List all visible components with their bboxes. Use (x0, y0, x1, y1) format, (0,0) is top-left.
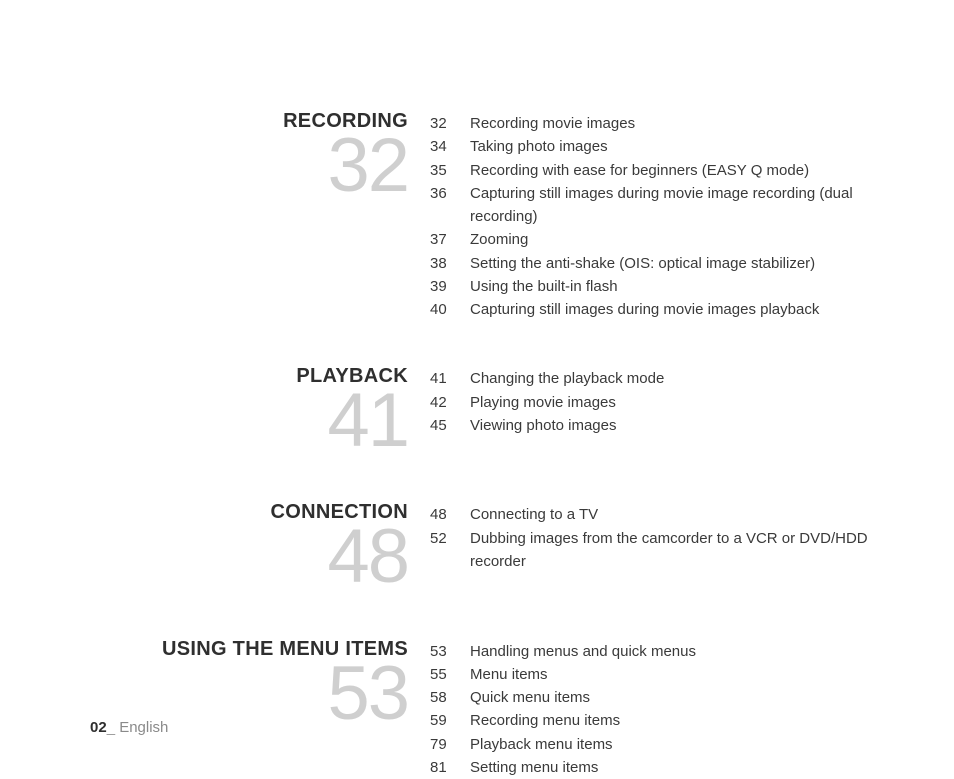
toc-section: PLAYBACK4141Changing the playback mode42… (90, 365, 894, 457)
toc-entry: 79Playback menu items (430, 733, 894, 756)
entry-text: Recording menu items (470, 709, 894, 732)
entry-text: Viewing photo images (470, 414, 894, 437)
toc-entry: 37Zooming (430, 228, 894, 251)
section-left: RECORDING32 (90, 110, 430, 202)
entry-text: Changing the playback mode (470, 367, 894, 390)
toc-entry: 58Quick menu items (430, 686, 894, 709)
entry-text: Setting menu items (470, 756, 894, 779)
toc-entry: 38Setting the anti-shake (OIS: optical i… (430, 252, 894, 275)
entry-page-number: 38 (430, 252, 470, 275)
section-left: USING THE MENU ITEMS53 (90, 638, 430, 730)
section-left: PLAYBACK41 (90, 365, 430, 457)
toc-entry: 55Menu items (430, 663, 894, 686)
section-number: 32 (90, 130, 408, 202)
entry-text: Menu items (470, 663, 894, 686)
section-spacer (90, 457, 894, 501)
toc-entry: 53Handling menus and quick menus (430, 640, 894, 663)
entry-page-number: 37 (430, 228, 470, 251)
toc-entry: 52Dubbing images from the camcorder to a… (430, 527, 894, 574)
entry-page-number: 34 (430, 135, 470, 158)
toc-entry: 41Changing the playback mode (430, 367, 894, 390)
entry-text: Recording movie images (470, 112, 894, 135)
toc-section: CONNECTION4848Connecting to a TV52Dubbin… (90, 501, 894, 593)
toc-entry: 36Capturing still images during movie im… (430, 182, 894, 229)
section-entries: 32Recording movie images34Taking photo i… (430, 110, 894, 321)
entry-page-number: 81 (430, 756, 470, 779)
section-number: 48 (90, 521, 408, 593)
entry-page-number: 35 (430, 159, 470, 182)
entry-text: Taking photo images (470, 135, 894, 158)
entry-text: Dubbing images from the camcorder to a V… (470, 527, 894, 574)
toc-entry: 42Playing movie images (430, 391, 894, 414)
page-footer: 02_ English (90, 719, 168, 736)
toc-page: RECORDING3232Recording movie images34Tak… (0, 0, 954, 766)
entry-page-number: 53 (430, 640, 470, 663)
entry-text: Handling menus and quick menus (470, 640, 894, 663)
entry-text: Recording with ease for beginners (EASY … (470, 159, 894, 182)
entry-page-number: 42 (430, 391, 470, 414)
entry-page-number: 55 (430, 663, 470, 686)
toc-section: RECORDING3232Recording movie images34Tak… (90, 110, 894, 321)
entry-page-number: 48 (430, 503, 470, 526)
entry-text: Connecting to a TV (470, 503, 894, 526)
toc-entry: 39Using the built-in flash (430, 275, 894, 298)
toc-entry: 81Setting menu items (430, 756, 894, 779)
toc-sections: RECORDING3232Recording movie images34Tak… (90, 110, 894, 779)
section-number: 41 (90, 385, 408, 457)
footer-separator: _ (107, 719, 115, 736)
entry-page-number: 39 (430, 275, 470, 298)
entry-text: Playback menu items (470, 733, 894, 756)
toc-entry: 35Recording with ease for beginners (EAS… (430, 159, 894, 182)
toc-entry: 59Recording menu items (430, 709, 894, 732)
entry-page-number: 59 (430, 709, 470, 732)
entry-text: Playing movie images (470, 391, 894, 414)
entry-text: Setting the anti-shake (OIS: optical ima… (470, 252, 894, 275)
entry-text: Quick menu items (470, 686, 894, 709)
entry-page-number: 41 (430, 367, 470, 390)
entry-page-number: 40 (430, 298, 470, 321)
entry-page-number: 32 (430, 112, 470, 135)
entry-text: Using the built-in flash (470, 275, 894, 298)
footer-language: English (115, 719, 168, 736)
toc-entry: 45Viewing photo images (430, 414, 894, 437)
section-entries: 48Connecting to a TV52Dubbing images fro… (430, 501, 894, 573)
section-spacer (90, 321, 894, 365)
section-left: CONNECTION48 (90, 501, 430, 593)
section-spacer (90, 594, 894, 638)
entry-page-number: 58 (430, 686, 470, 709)
section-entries: 53Handling menus and quick menus55Menu i… (430, 638, 894, 779)
entry-text: Zooming (470, 228, 894, 251)
toc-entry: 34Taking photo images (430, 135, 894, 158)
entry-page-number: 79 (430, 733, 470, 756)
toc-entry: 48Connecting to a TV (430, 503, 894, 526)
footer-page-number: 02 (90, 719, 107, 736)
entry-text: Capturing still images during movie imag… (470, 298, 894, 321)
toc-section: USING THE MENU ITEMS5353Handling menus a… (90, 638, 894, 779)
entry-text: Capturing still images during movie imag… (470, 182, 894, 229)
entry-page-number: 52 (430, 527, 470, 550)
toc-entry: 32Recording movie images (430, 112, 894, 135)
section-entries: 41Changing the playback mode42Playing mo… (430, 365, 894, 437)
entry-page-number: 36 (430, 182, 470, 205)
entry-page-number: 45 (430, 414, 470, 437)
toc-entry: 40Capturing still images during movie im… (430, 298, 894, 321)
